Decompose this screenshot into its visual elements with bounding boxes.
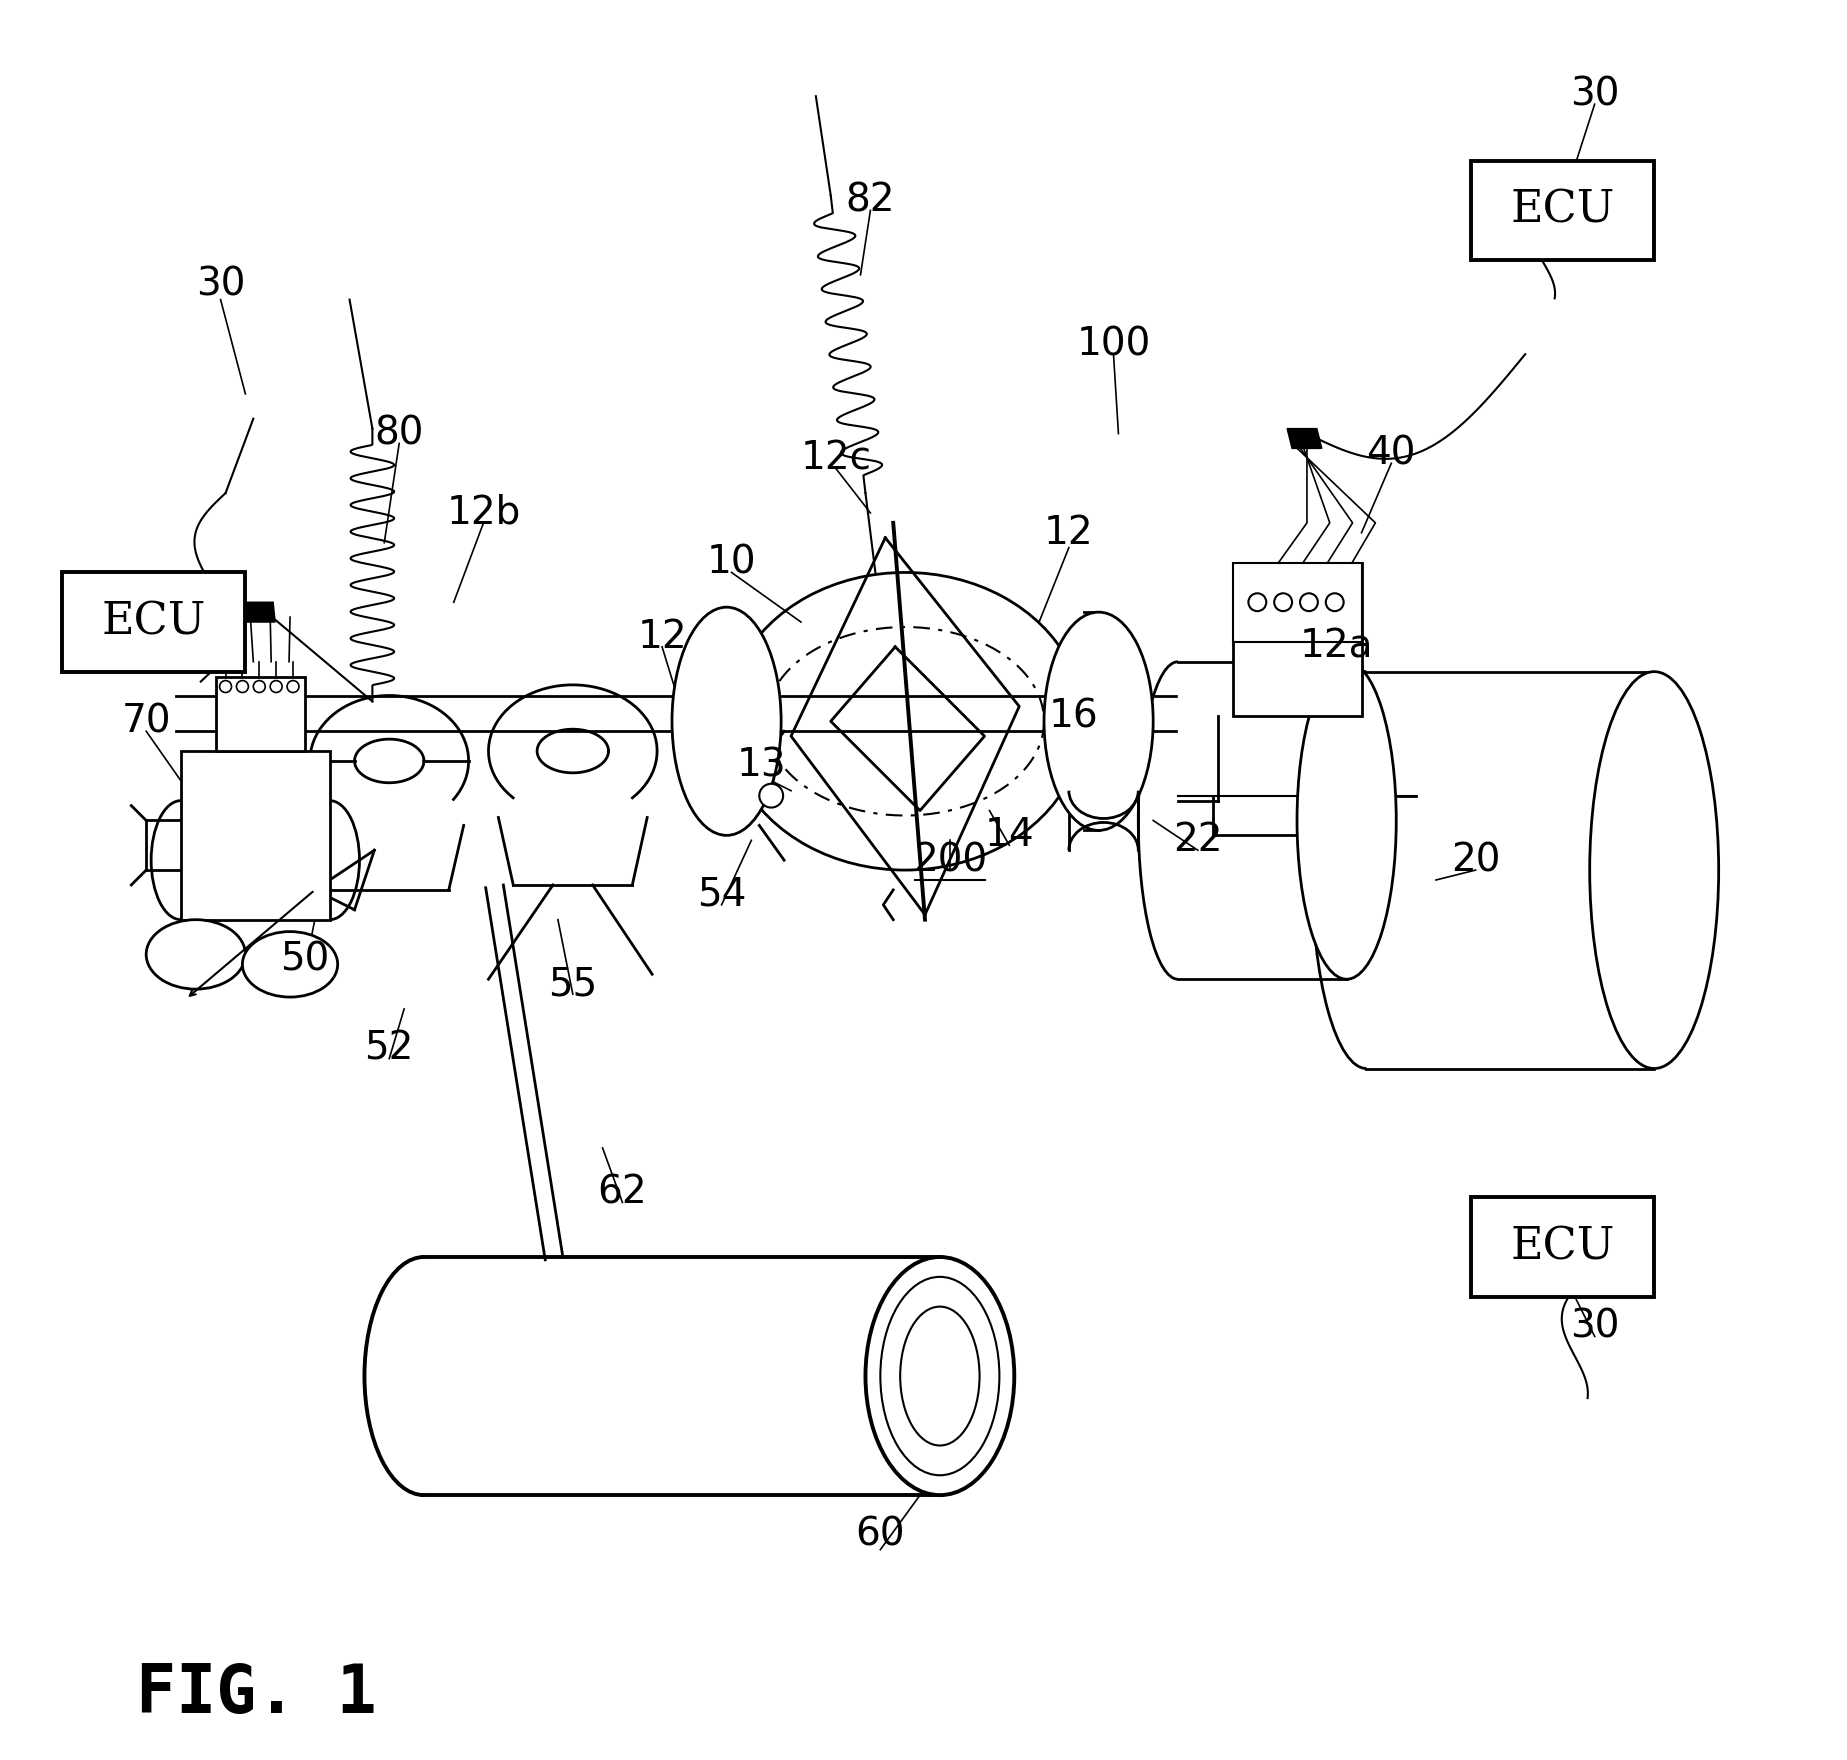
- Text: 80: 80: [375, 415, 425, 452]
- Ellipse shape: [1297, 662, 1396, 979]
- Text: 16: 16: [1049, 697, 1099, 736]
- Text: 30: 30: [1570, 76, 1620, 113]
- Text: 12c: 12c: [800, 440, 872, 477]
- Ellipse shape: [1590, 672, 1720, 1068]
- Text: 12: 12: [1044, 514, 1093, 553]
- Text: 100: 100: [1077, 326, 1151, 363]
- Text: 22: 22: [1173, 822, 1223, 859]
- Text: 30: 30: [1570, 1308, 1620, 1345]
- Text: 55: 55: [549, 964, 597, 1003]
- Text: 12a: 12a: [1300, 628, 1374, 665]
- Text: 40: 40: [1367, 435, 1417, 472]
- Bar: [61, 572, 246, 672]
- Ellipse shape: [286, 681, 299, 692]
- Text: 20: 20: [1452, 841, 1500, 880]
- Text: 12b: 12b: [447, 495, 521, 532]
- Bar: [1232, 563, 1361, 716]
- Text: 50: 50: [281, 940, 329, 979]
- Text: 10: 10: [707, 544, 755, 581]
- Ellipse shape: [1044, 612, 1153, 831]
- Text: 62: 62: [598, 1174, 646, 1211]
- Bar: [216, 676, 305, 752]
- Text: ECU: ECU: [102, 600, 205, 644]
- Text: 30: 30: [196, 266, 246, 304]
- Ellipse shape: [881, 1276, 999, 1475]
- Bar: [1470, 1197, 1655, 1297]
- Ellipse shape: [1249, 593, 1267, 611]
- Ellipse shape: [1274, 593, 1293, 611]
- Polygon shape: [1287, 429, 1322, 449]
- Bar: [1470, 160, 1655, 260]
- Polygon shape: [229, 602, 275, 621]
- Ellipse shape: [899, 1306, 979, 1445]
- Text: 200: 200: [912, 841, 986, 880]
- Ellipse shape: [866, 1257, 1014, 1494]
- Text: 13: 13: [737, 746, 787, 785]
- Ellipse shape: [146, 920, 246, 989]
- Bar: [1232, 563, 1361, 642]
- Ellipse shape: [253, 681, 266, 692]
- Text: 54: 54: [696, 876, 746, 913]
- Text: ECU: ECU: [1511, 1225, 1614, 1269]
- Ellipse shape: [1326, 593, 1343, 611]
- Text: 60: 60: [855, 1515, 905, 1554]
- Text: 52: 52: [364, 1030, 414, 1068]
- Text: ECU: ECU: [1511, 188, 1614, 232]
- Ellipse shape: [220, 681, 231, 692]
- Ellipse shape: [236, 681, 247, 692]
- Text: 12: 12: [637, 618, 687, 656]
- Text: 70: 70: [122, 702, 172, 741]
- Ellipse shape: [759, 783, 783, 808]
- Text: 14: 14: [984, 817, 1034, 854]
- Ellipse shape: [1300, 593, 1319, 611]
- Ellipse shape: [270, 681, 283, 692]
- Text: FIG. 1: FIG. 1: [137, 1660, 377, 1727]
- Text: 82: 82: [846, 181, 896, 220]
- Bar: [181, 752, 331, 920]
- Ellipse shape: [242, 931, 338, 998]
- Ellipse shape: [672, 607, 781, 836]
